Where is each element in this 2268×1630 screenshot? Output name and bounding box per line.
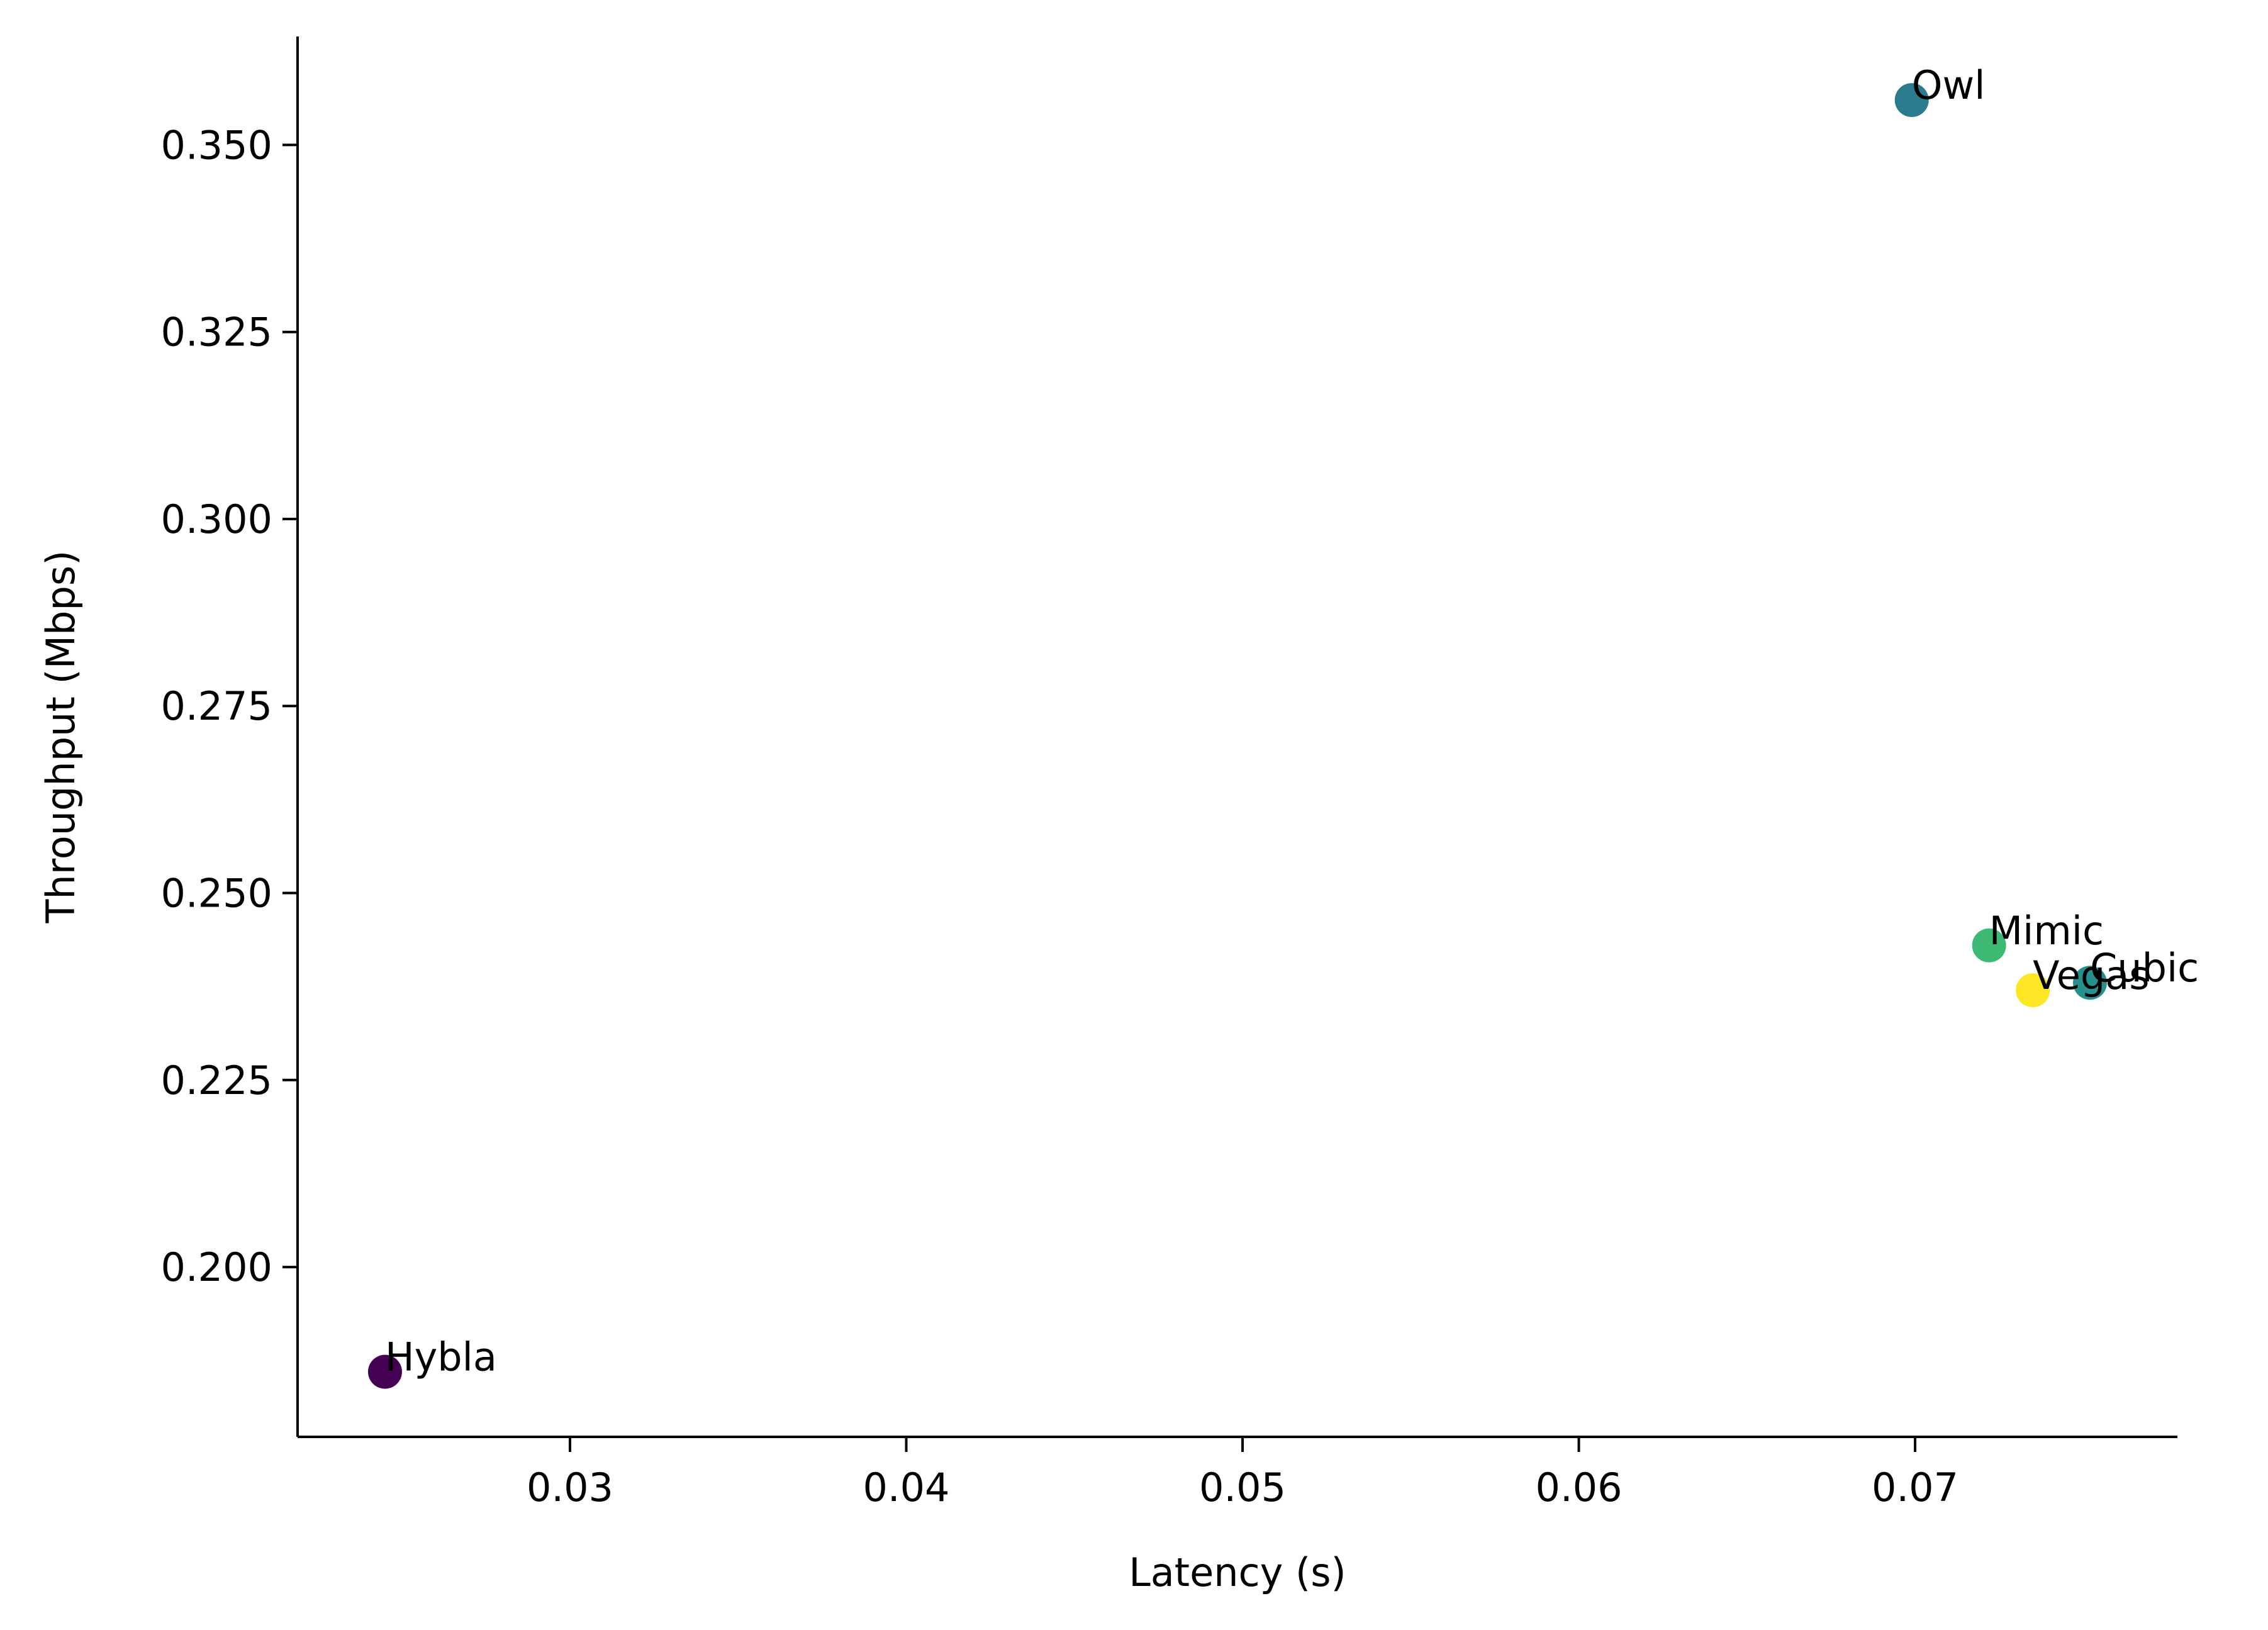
data-point-owl xyxy=(1894,83,1929,118)
y-tick-label: 0.300 xyxy=(161,496,273,542)
x-tick-label: 0.03 xyxy=(527,1465,613,1510)
point-label-cubic: Cubic xyxy=(2090,945,2199,991)
x-tick-label: 0.06 xyxy=(1536,1465,1623,1510)
y-tick-label: 0.325 xyxy=(161,310,273,355)
x-tick-label: 0.04 xyxy=(863,1465,949,1510)
y-axis-label: Throughput (Mbps) xyxy=(38,550,84,924)
y-tick-label: 0.275 xyxy=(161,683,273,729)
x-axis-label: Latency (s) xyxy=(1129,1549,1346,1595)
y-tick-label: 0.225 xyxy=(161,1058,273,1103)
x-tick-label: 0.07 xyxy=(1872,1465,1958,1510)
data-point-mimic xyxy=(1972,928,2006,963)
y-axis-ticks: 0.200 0.225 0.250 0.275 0.300 0.325 0.350 xyxy=(161,122,298,1290)
point-label-owl: Owl xyxy=(1912,62,1986,108)
y-tick-label: 0.350 xyxy=(161,122,273,168)
data-point-vegas xyxy=(2016,973,2050,1008)
point-label-mimic: Mimic xyxy=(1989,908,2104,954)
y-tick-label: 0.200 xyxy=(161,1244,273,1290)
x-tick-label: 0.05 xyxy=(1199,1465,1286,1510)
y-tick-label: 0.250 xyxy=(161,871,273,917)
data-point-hybla xyxy=(367,1354,402,1389)
data-point-cubic xyxy=(2073,966,2108,1000)
point-label-hybla: Hybla xyxy=(385,1334,497,1380)
x-axis-ticks: 0.03 0.04 0.05 0.06 0.07 xyxy=(527,1437,1958,1510)
point-label-vegas: Vegas xyxy=(2033,952,2149,998)
